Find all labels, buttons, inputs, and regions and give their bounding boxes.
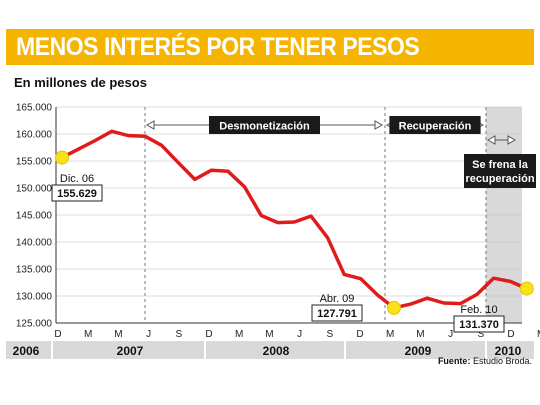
x-month-label: S [477, 329, 484, 340]
arrow-head-right [374, 120, 384, 130]
y-tick-label: 155.000 [16, 157, 53, 168]
annotation-feb10: Feb. 10 131.370 [453, 304, 505, 333]
annotation-value-box [453, 315, 505, 333]
year-label: 2009 [405, 344, 432, 358]
chart-subtitle: En millones de pesos [14, 75, 147, 90]
x-month-label: M [235, 329, 243, 340]
frena-label-line2: recuperación [465, 173, 534, 185]
annotation-dic06: Dic. 06 155.629 [51, 173, 103, 202]
x-month-label: J [448, 329, 453, 340]
annotation-abr09: Abr. 09 127.791 [311, 293, 363, 322]
period-label-box [209, 116, 320, 134]
x-month-label: M [114, 329, 122, 340]
x-month-label: S [326, 329, 333, 340]
x-month-label: M [416, 329, 424, 340]
title-banner: MENOS INTERÉS POR TENER PESOS [6, 29, 534, 65]
x-month-label: S [175, 329, 182, 340]
period-desmonetizacion: Desmonetización [145, 116, 384, 134]
arrow-head-right [507, 135, 517, 145]
period-recuperacion: Recuperación [385, 116, 485, 134]
annotation-date: Feb. 10 [460, 304, 497, 316]
frena-label-line1: Se frena la [472, 159, 529, 171]
x-month-label: D [205, 329, 212, 340]
highlight-marker [519, 281, 534, 296]
period-label: Recuperación [399, 121, 472, 133]
highlight-marker [387, 300, 401, 315]
highlight-marker [55, 150, 69, 165]
x-month-label: M [386, 329, 394, 340]
y-tick-label: 130.000 [16, 292, 53, 303]
x-month-label: M [537, 329, 540, 340]
period-label-box [389, 116, 481, 134]
frena-label-box [464, 154, 536, 188]
x-month-label: D [356, 329, 363, 340]
annotation-date: Dic. 06 [60, 173, 94, 185]
source-value: Estudio Broda. [472, 356, 532, 366]
annotation-value: 127.791 [317, 308, 357, 320]
arrow-head-left [145, 120, 155, 130]
x-month-label: J [297, 329, 302, 340]
y-tick-label: 135.000 [16, 265, 53, 276]
source-note: Fuente: Estudio Broda. [438, 356, 532, 366]
x-month-label: D [507, 329, 514, 340]
year-label: 2008 [263, 344, 290, 358]
annotation-value-box [311, 304, 363, 322]
x-month-label: M [265, 329, 273, 340]
annotation-value-box [51, 184, 103, 202]
chart-title: MENOS INTERÉS POR TENER PESOS [16, 33, 420, 61]
year-label: 2010 [495, 344, 522, 358]
period-frena [486, 135, 517, 145]
y-tick-label: 140.000 [16, 238, 53, 249]
annotation-value: 155.629 [57, 188, 97, 200]
x-month-label: M [84, 329, 92, 340]
source-label: Fuente: [437, 356, 471, 366]
year-label: 2006 [13, 344, 40, 358]
y-tick-label: 145.000 [16, 211, 53, 222]
annotation-date: Abr. 09 [320, 293, 355, 305]
y-tick-label: 150.000 [16, 184, 53, 195]
year-label: 2007 [117, 344, 144, 358]
x-month-label: J [146, 329, 151, 340]
period-label: Desmonetización [219, 121, 310, 133]
year-band [6, 341, 534, 359]
series-line [60, 129, 529, 310]
annotation-value: 131.370 [459, 319, 499, 331]
y-tick-label: 125.000 [16, 319, 53, 330]
y-tick-label: 165.000 [16, 103, 53, 114]
y-tick-label: 160.000 [16, 130, 53, 141]
arrow-head-left [486, 135, 496, 145]
x-month-label: D [54, 329, 61, 340]
